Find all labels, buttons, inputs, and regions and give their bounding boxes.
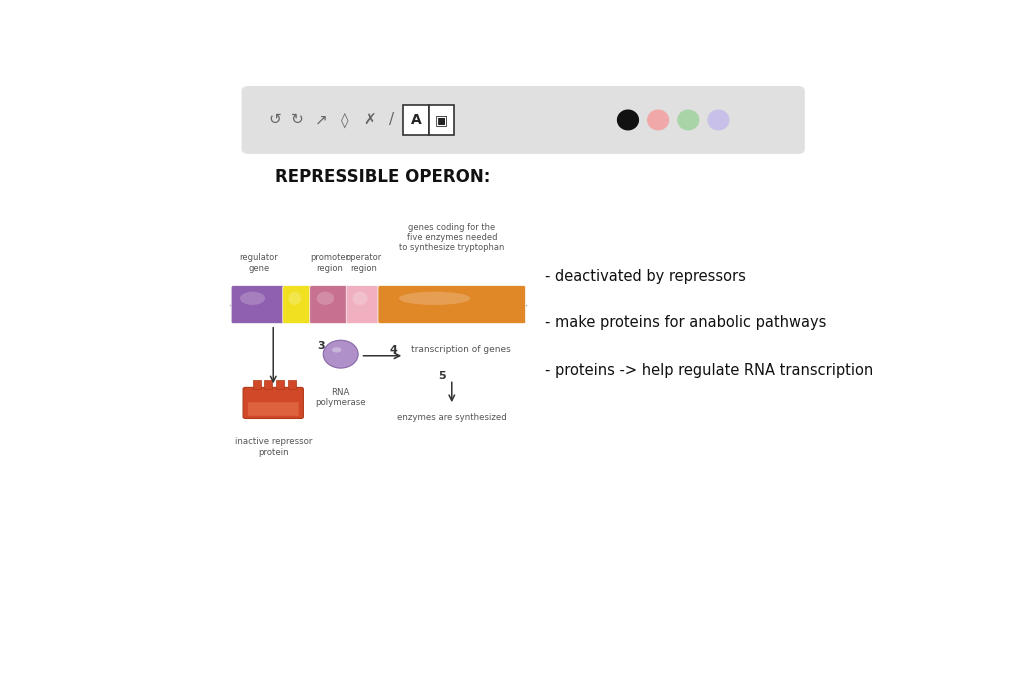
FancyBboxPatch shape xyxy=(378,285,525,324)
Text: ↻: ↻ xyxy=(291,113,303,127)
Text: regulator
gene: regulator gene xyxy=(240,253,279,273)
FancyBboxPatch shape xyxy=(403,104,429,135)
Text: ▣: ▣ xyxy=(435,113,449,127)
Text: REPRESSIBLE OPERON:: REPRESSIBLE OPERON: xyxy=(274,168,490,187)
Text: 5: 5 xyxy=(438,371,445,381)
Text: enzymes are synthesized: enzymes are synthesized xyxy=(397,413,507,422)
Ellipse shape xyxy=(332,347,341,353)
Ellipse shape xyxy=(352,292,368,305)
Ellipse shape xyxy=(399,292,470,305)
Text: A: A xyxy=(411,113,422,127)
Text: inactive repressor
protein: inactive repressor protein xyxy=(234,437,312,457)
Text: promoter
region: promoter region xyxy=(310,253,349,273)
Bar xyxy=(289,381,296,389)
Text: ↺: ↺ xyxy=(268,113,282,127)
Ellipse shape xyxy=(677,109,699,130)
Text: 3: 3 xyxy=(317,341,325,351)
Text: ◊: ◊ xyxy=(341,112,348,128)
Text: - make proteins for anabolic pathways: - make proteins for anabolic pathways xyxy=(545,315,826,329)
FancyBboxPatch shape xyxy=(248,402,299,416)
Bar xyxy=(253,381,260,389)
FancyBboxPatch shape xyxy=(309,285,349,324)
Bar xyxy=(264,381,272,389)
FancyBboxPatch shape xyxy=(243,87,804,153)
Text: 4: 4 xyxy=(390,345,397,355)
Bar xyxy=(276,381,285,389)
Text: ✗: ✗ xyxy=(362,113,376,127)
Ellipse shape xyxy=(289,292,301,305)
Ellipse shape xyxy=(708,109,729,130)
Text: operator
region: operator region xyxy=(345,253,382,273)
Text: - deactivated by repressors: - deactivated by repressors xyxy=(545,269,745,284)
Text: - proteins -> help regulate RNA transcription: - proteins -> help regulate RNA transcri… xyxy=(545,363,872,378)
Text: genes coding for the
five enzymes needed
to synthesize tryptophan: genes coding for the five enzymes needed… xyxy=(399,223,505,253)
FancyBboxPatch shape xyxy=(346,285,381,324)
FancyBboxPatch shape xyxy=(243,388,303,418)
Text: /: / xyxy=(389,113,394,127)
Ellipse shape xyxy=(324,340,358,368)
Ellipse shape xyxy=(616,109,639,130)
Ellipse shape xyxy=(316,292,334,305)
FancyBboxPatch shape xyxy=(429,104,455,135)
Ellipse shape xyxy=(647,109,670,130)
Ellipse shape xyxy=(240,292,265,305)
Text: transcription of genes: transcription of genes xyxy=(411,345,510,354)
FancyBboxPatch shape xyxy=(283,285,313,324)
FancyBboxPatch shape xyxy=(231,285,286,324)
Text: RNA
polymerase: RNA polymerase xyxy=(315,388,366,407)
Text: ↗: ↗ xyxy=(315,113,328,127)
